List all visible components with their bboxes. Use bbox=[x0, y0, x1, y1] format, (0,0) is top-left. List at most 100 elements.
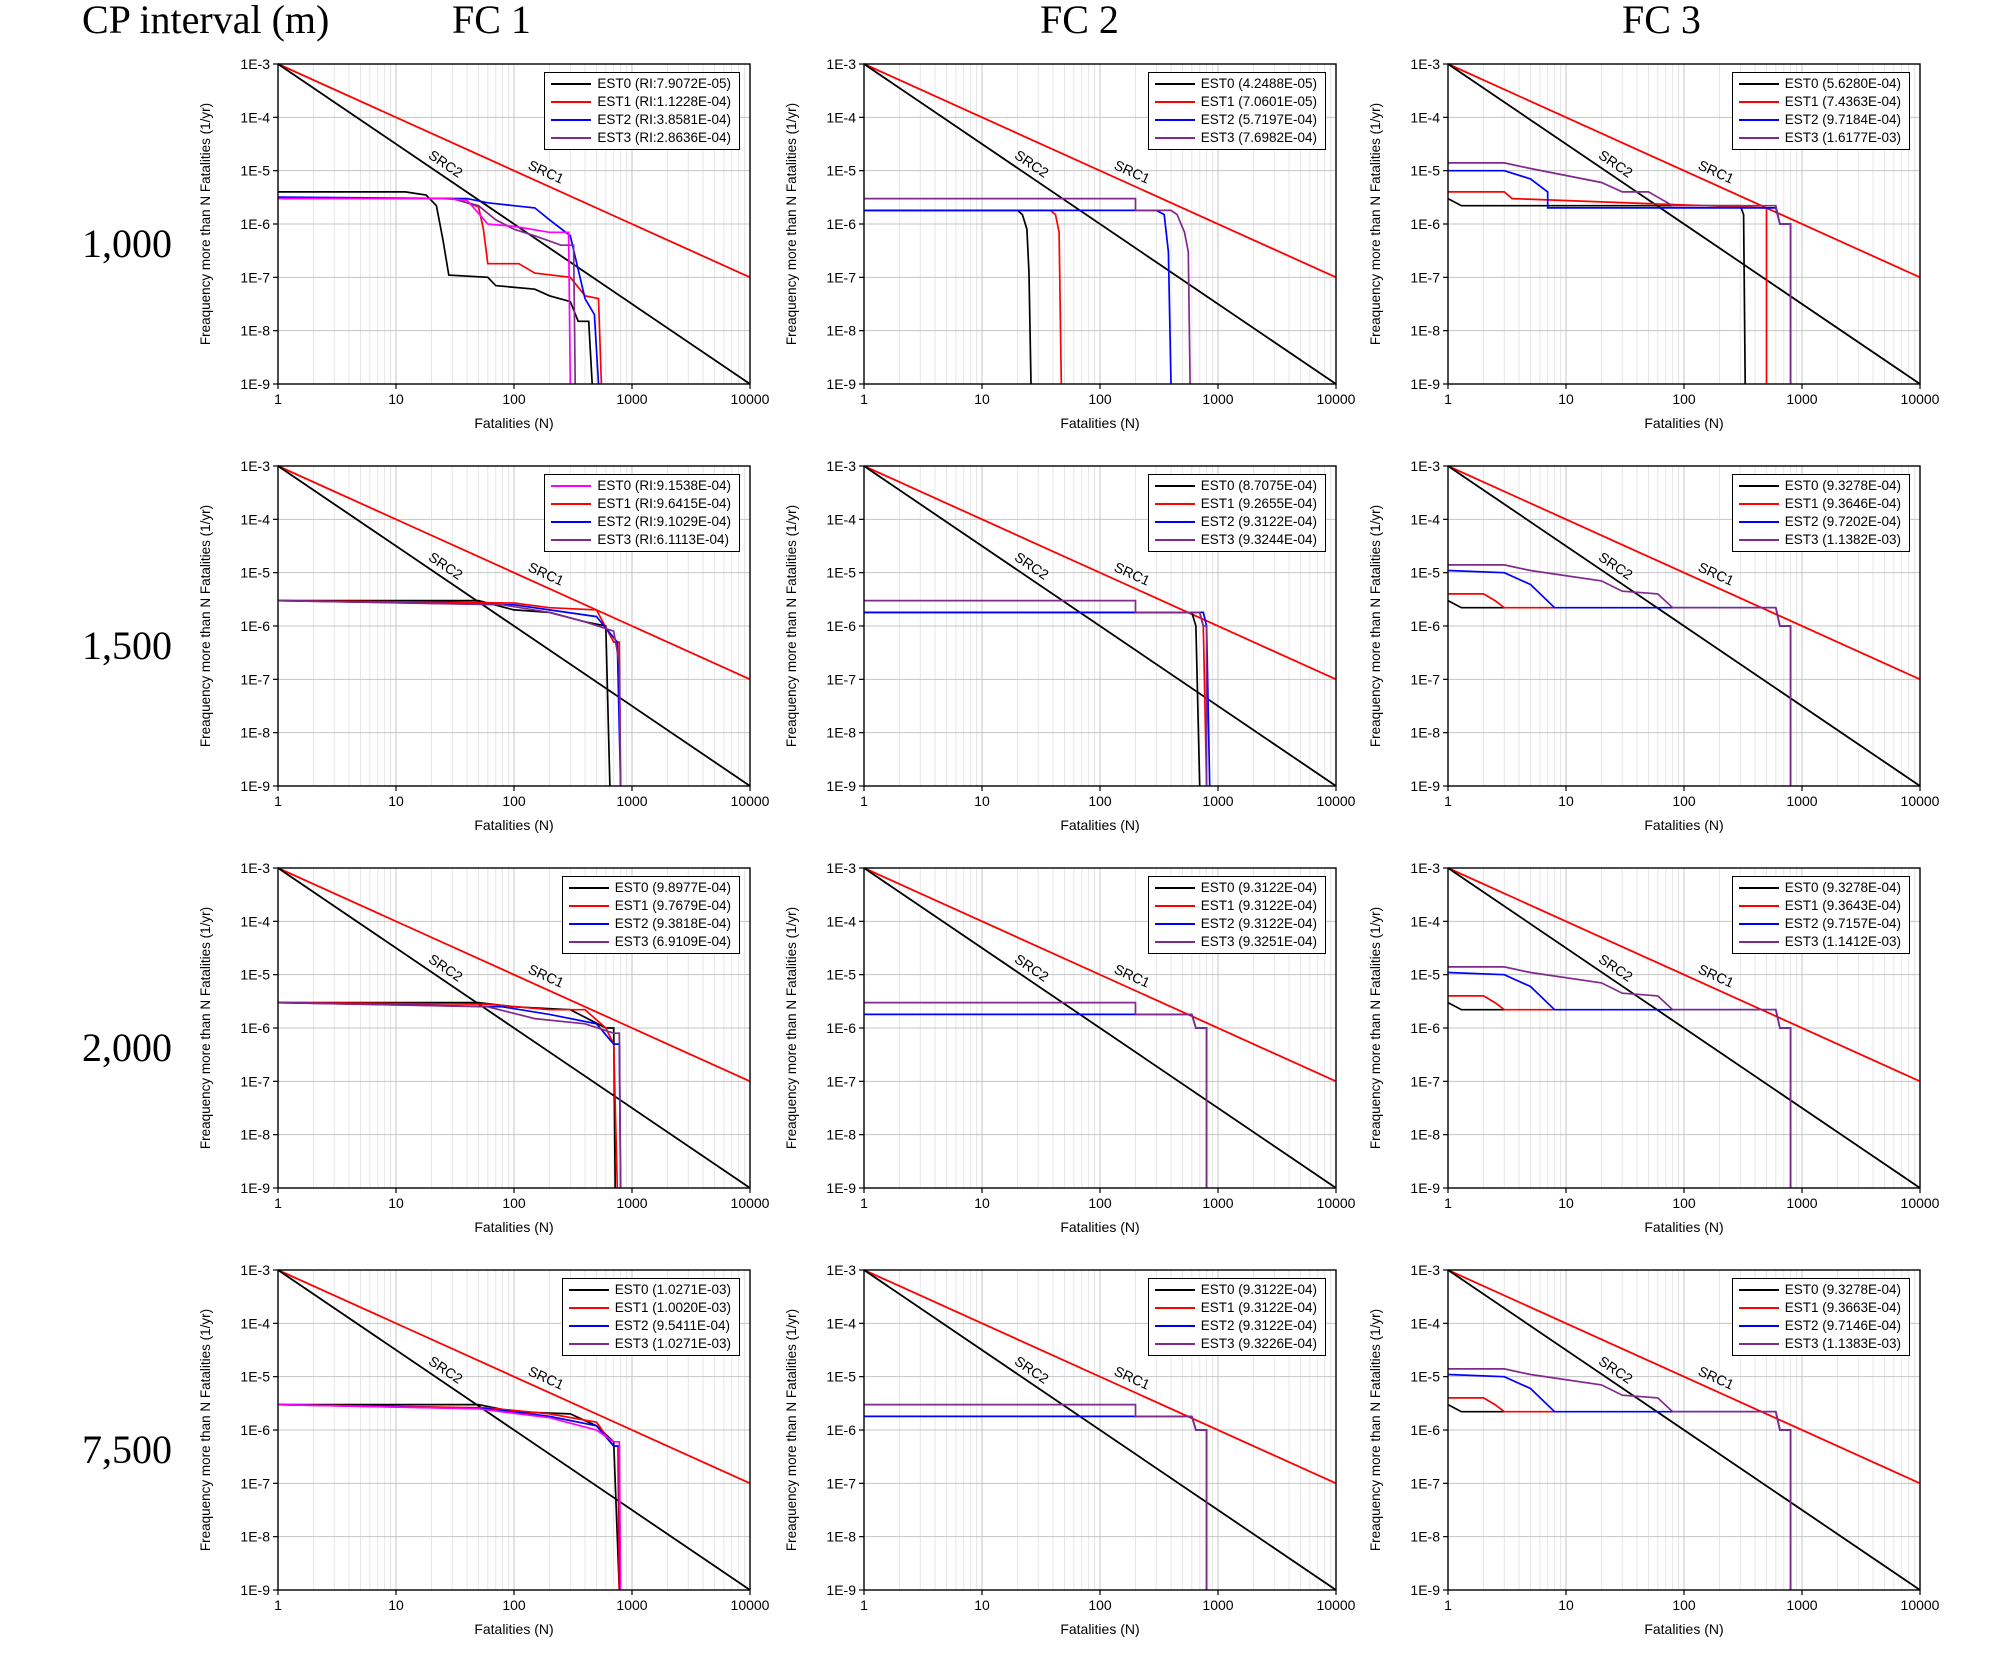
series-line-est2 bbox=[864, 1013, 1208, 1188]
legend: EST0 (5.6280E-04) EST1 (7.4363E-04) EST2 (… bbox=[1731, 72, 1910, 150]
legend-swatch bbox=[1738, 83, 1779, 85]
legend-swatch bbox=[1738, 137, 1779, 139]
y-tick-label: 1E-4 bbox=[1410, 511, 1440, 527]
legend-label: EST3 (1.1382E-03) bbox=[1784, 532, 1901, 547]
x-axis-title: Fatalities (N) bbox=[1644, 817, 1723, 833]
legend-item: EST0 (1.0271E-03) bbox=[568, 1281, 731, 1299]
legend-item: EST0 (9.3278E-04) bbox=[1738, 477, 1901, 495]
x-tick-label: 10 bbox=[1558, 793, 1574, 809]
y-axis-title: Freaquency more than N Fatalities (1/yr) bbox=[784, 1309, 799, 1551]
x-tick-label: 1000 bbox=[1786, 391, 1817, 407]
y-tick-label: 1E-7 bbox=[826, 269, 856, 285]
series-line-est0 bbox=[278, 191, 594, 385]
y-tick-label: 1E-6 bbox=[240, 1020, 270, 1036]
series-line-est2 bbox=[864, 209, 1172, 385]
chart-panel: SRC1 SRC2 1 10 100 1000 10000 1E-3 1E-4 1E-5 1E-6 1… bbox=[190, 50, 790, 450]
legend-label: EST2 (9.5411E-04) bbox=[614, 1318, 730, 1333]
x-tick-label: 1000 bbox=[616, 793, 647, 809]
legend-label: EST1 (9.3122E-04) bbox=[1200, 1300, 1317, 1315]
criterion-line-src2 bbox=[863, 63, 1337, 385]
criterion-line-src1 bbox=[863, 1269, 1337, 1485]
x-tick-label: 1 bbox=[1444, 391, 1452, 407]
legend-label: EST1 (7.4363E-04) bbox=[1784, 94, 1901, 109]
legend-item: EST2 (9.7157E-04) bbox=[1738, 915, 1901, 933]
series-line-est3 bbox=[864, 1403, 1208, 1590]
legend: EST0 (1.0271E-03) EST1 (1.0020E-03) EST2 (… bbox=[561, 1278, 740, 1356]
legend-item: EST1 (7.0601E-05) bbox=[1154, 93, 1317, 111]
legend-item: EST1 (7.4363E-04) bbox=[1738, 93, 1901, 111]
x-tick-label: 100 bbox=[1088, 1597, 1112, 1613]
series-line-est2 bbox=[864, 1415, 1208, 1590]
x-tick-label: 1000 bbox=[1786, 793, 1817, 809]
legend: EST0 (8.7075E-04) EST1 (9.2655E-04) EST2 (… bbox=[1147, 474, 1326, 552]
legend-label: EST2 (9.3122E-04) bbox=[1200, 1318, 1317, 1333]
legend-swatch bbox=[1154, 905, 1195, 907]
y-tick-label: 1E-9 bbox=[826, 778, 856, 794]
x-tick-label: 10000 bbox=[1317, 1597, 1356, 1613]
series-line-est2 bbox=[277, 1001, 622, 1189]
legend-label: EST0 (5.6280E-04) bbox=[1784, 76, 1901, 91]
legend-item: EST2 (9.3818E-04) bbox=[568, 915, 731, 933]
x-tick-label: 10 bbox=[974, 793, 990, 809]
legend-label: EST0 (9.3278E-04) bbox=[1784, 880, 1901, 895]
criterion-line-src1 bbox=[863, 867, 1337, 1083]
legend: EST0 (4.2488E-05) EST1 (7.0601E-05) EST2 (… bbox=[1147, 72, 1326, 150]
y-tick-label: 1E-4 bbox=[826, 109, 856, 125]
criterion-line-src2 bbox=[863, 867, 1337, 1189]
series-line-magenta bbox=[278, 197, 572, 385]
x-tick-label: 10000 bbox=[1901, 1195, 1940, 1211]
chart-panel: SRC1 SRC2 1 10 100 1000 10000 1E-3 1E-4 1E-5 1E-6 1… bbox=[776, 452, 1376, 852]
legend-label: EST3 (9.3244E-04) bbox=[1200, 532, 1317, 547]
criterion-label-src1: SRC1 bbox=[1696, 1363, 1737, 1393]
legend-label: EST3 (RI:2.8636E-04) bbox=[597, 130, 731, 145]
x-tick-label: 1000 bbox=[616, 1597, 647, 1613]
legend: EST0 (9.3122E-04) EST1 (9.3122E-04) EST2 (… bbox=[1147, 876, 1326, 954]
y-tick-label: 1E-8 bbox=[240, 1127, 270, 1143]
series-line-est3 bbox=[1448, 1368, 1792, 1590]
x-tick-label: 10000 bbox=[731, 1195, 770, 1211]
x-axis-title: Fatalities (N) bbox=[1060, 415, 1139, 431]
series-line-est0 bbox=[1447, 1001, 1505, 1011]
y-tick-label: 1E-5 bbox=[240, 565, 270, 581]
legend-label: EST2 (9.7157E-04) bbox=[1784, 916, 1901, 931]
y-tick-label: 1E-7 bbox=[1410, 1475, 1440, 1491]
criterion-label-src1: SRC1 bbox=[526, 961, 567, 991]
x-axis-title: Fatalities (N) bbox=[474, 1621, 553, 1637]
legend-item: EST1 (9.7679E-04) bbox=[568, 897, 731, 915]
series-line-est3 bbox=[277, 599, 622, 787]
y-tick-label: 1E-9 bbox=[240, 778, 270, 794]
criterion-line-src1 bbox=[277, 465, 751, 681]
legend-swatch bbox=[568, 941, 609, 943]
x-axis-title: Fatalities (N) bbox=[1644, 415, 1723, 431]
legend-item: EST2 (9.5411E-04) bbox=[568, 1317, 731, 1335]
legend-swatch bbox=[551, 521, 592, 523]
y-axis-title: Freaquency more than N Fatalities (1/yr) bbox=[784, 907, 799, 1149]
chart-panel: SRC1 SRC2 1 10 100 1000 10000 1E-3 1E-4 1E-5 1E-6 1… bbox=[190, 854, 790, 1254]
y-tick-label: 1E-4 bbox=[240, 1315, 270, 1331]
x-tick-label: 10000 bbox=[731, 793, 770, 809]
y-tick-label: 1E-3 bbox=[826, 56, 856, 72]
legend-label: EST0 (RI:9.1538E-04) bbox=[597, 478, 731, 493]
criterion-label-src1: SRC1 bbox=[526, 559, 567, 589]
y-tick-label: 1E-8 bbox=[1410, 323, 1440, 339]
x-tick-label: 1000 bbox=[1202, 1597, 1233, 1613]
x-tick-label: 1 bbox=[274, 793, 282, 809]
legend-label: EST1 (9.3646E-04) bbox=[1784, 496, 1901, 511]
x-tick-label: 10000 bbox=[1317, 1195, 1356, 1211]
y-tick-label: 1E-7 bbox=[1410, 671, 1440, 687]
legend-label: EST1 (9.3122E-04) bbox=[1200, 898, 1317, 913]
x-tick-label: 1000 bbox=[616, 1195, 647, 1211]
series-line-est2 bbox=[864, 611, 1211, 787]
x-tick-label: 1 bbox=[274, 391, 282, 407]
chart-panel: SRC1 SRC2 1 10 100 1000 10000 1E-3 1E-4 1E-5 1E-6 1… bbox=[1360, 1256, 1960, 1656]
legend: EST0 (RI:9.1538E-04) EST1 (RI:9.6415E-04)… bbox=[544, 474, 740, 552]
series-line-est1 bbox=[1448, 191, 1768, 384]
series-line-est1 bbox=[864, 209, 1063, 385]
series-line-est3 bbox=[278, 197, 577, 385]
y-tick-label: 1E-4 bbox=[1410, 1315, 1440, 1331]
x-tick-label: 1 bbox=[1444, 1597, 1452, 1613]
legend-swatch bbox=[568, 1325, 609, 1327]
legend-swatch bbox=[1154, 1307, 1195, 1309]
legend: EST0 (RI:7.9072E-05) EST1 (RI:1.1228E-04)… bbox=[544, 72, 740, 150]
x-tick-label: 100 bbox=[1672, 391, 1696, 407]
